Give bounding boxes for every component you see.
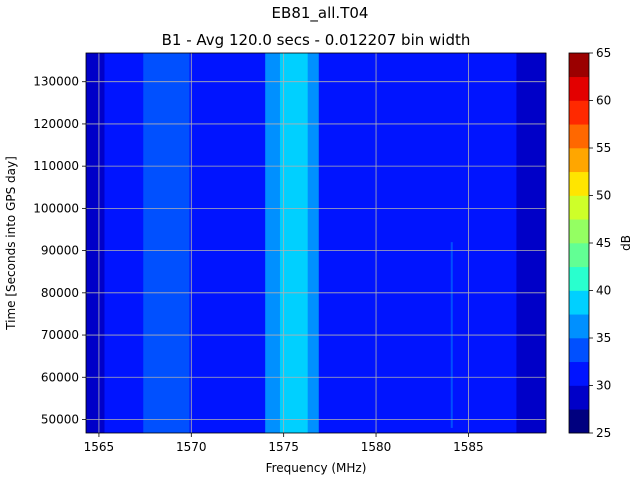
x-tick-label: 1585	[453, 440, 484, 454]
y-tick-label: 80000	[41, 286, 79, 300]
colorbar-swatch	[569, 195, 589, 220]
colorbar-swatch	[569, 361, 589, 386]
colorbar-tick-label: 50	[596, 189, 611, 203]
colorbar-swatch	[569, 76, 589, 101]
colorbar-swatch	[569, 385, 589, 410]
colorbar-swatch	[569, 148, 589, 173]
y-tick-label: 60000	[41, 370, 79, 384]
colorbar-tick-label: 65	[596, 46, 611, 60]
colorbar-swatch	[569, 266, 589, 291]
heatmap-band	[104, 53, 144, 433]
y-tick-label: 110000	[33, 159, 79, 173]
colorbar-swatch	[569, 290, 589, 315]
chart-subtitle: B1 - Avg 120.0 secs - 0.012207 bin width	[162, 31, 471, 49]
colorbar-swatch	[569, 314, 589, 339]
x-tick-label: 1565	[84, 440, 115, 454]
y-tick-label: 50000	[41, 412, 79, 426]
heatmap-band	[318, 53, 517, 433]
colorbar-tick-label: 45	[596, 236, 611, 250]
x-axis-label: Frequency (MHz)	[266, 461, 367, 475]
y-tick-label: 120000	[33, 117, 79, 131]
plot-frame	[85, 52, 547, 434]
heatmap-band	[143, 53, 190, 433]
colorbar-tick-label: 55	[596, 141, 611, 155]
colorbar-tick-label: 30	[596, 379, 611, 393]
colorbar-swatch	[569, 409, 589, 434]
colorbar-tick-label: 25	[596, 426, 611, 440]
plot-area	[85, 52, 547, 434]
colorbar-label: dB	[619, 235, 633, 251]
y-tick-label: 90000	[41, 244, 79, 258]
colorbar-swatch	[569, 219, 589, 244]
y-tick-label: 130000	[33, 75, 79, 89]
colorbar-swatch	[569, 243, 589, 268]
colorbar-swatch	[569, 53, 589, 78]
heatmap-band	[307, 53, 320, 433]
colorbar-tick-label: 35	[596, 331, 611, 345]
heatmap-band	[189, 53, 266, 433]
colorbar-swatch	[569, 171, 589, 196]
colorbar-swatch	[569, 124, 589, 149]
x-tick-label: 1580	[361, 440, 392, 454]
y-axis-label: Time [Seconds into GPS day]	[4, 156, 18, 331]
chart-title: EB81_all.T04	[272, 4, 369, 23]
colorbar-swatch	[569, 100, 589, 125]
x-axis: 1565 1570 1575 1580 1585	[84, 433, 484, 454]
heatmap-band	[516, 53, 547, 433]
y-axis: 50000 60000 70000 80000 90000 100000 110000 120…	[33, 75, 86, 426]
colorbar-tick-label: 60	[596, 94, 611, 108]
x-tick-label: 1575	[268, 440, 299, 454]
heatmap-band	[86, 53, 105, 433]
colorbar-swatch	[569, 338, 589, 363]
y-tick-label: 100000	[33, 201, 79, 215]
y-tick-label: 70000	[41, 328, 79, 342]
colorbar: 25 30 35 40 45 50 55 60 65	[568, 46, 611, 440]
colorbar-tick-label: 40	[596, 284, 611, 298]
heatmap-band	[265, 53, 281, 433]
heatmap-band	[279, 53, 309, 433]
x-tick-label: 1570	[176, 440, 207, 454]
